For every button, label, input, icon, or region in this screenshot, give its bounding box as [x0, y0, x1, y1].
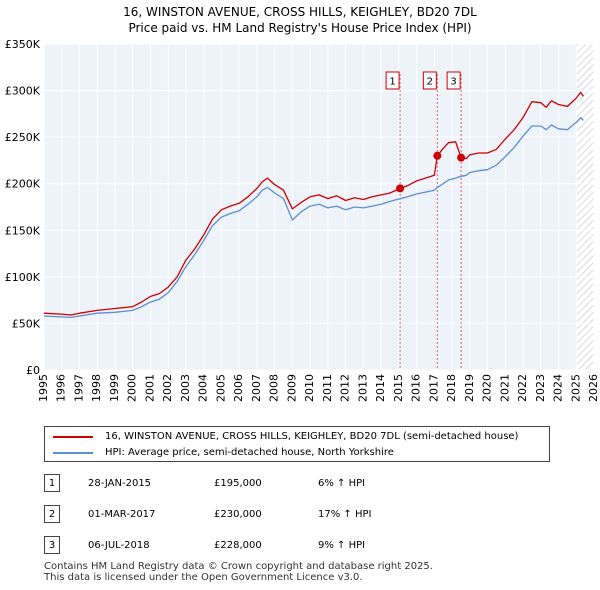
legend-item-property: 16, WINSTON AVENUE, CROSS HILLS, KEIGHLE… — [53, 429, 518, 445]
x-tick-label: 2013 — [356, 374, 369, 402]
legend-label-hpi: HPI: Average price, semi-detached house,… — [105, 447, 394, 458]
x-tick-label: 1995 — [37, 374, 50, 402]
property-price-line — [43, 91, 584, 316]
x-tick-label: 2021 — [498, 374, 511, 402]
sale-label: 1 — [389, 77, 395, 88]
x-tick-label: 2020 — [481, 374, 494, 402]
sale-label: 3 — [450, 77, 456, 88]
x-tick-label: 2000 — [126, 374, 139, 402]
y-tick-label: £300K — [5, 85, 41, 98]
x-tick-label: 2016 — [410, 374, 423, 402]
x-tick-label: 2012 — [339, 374, 352, 402]
transaction-row: 2 01-MAR-2017 £230,000 17% ↑ HPI — [0, 505, 600, 525]
transaction-number: 2 — [44, 505, 60, 523]
transaction-price: £230,000 — [214, 509, 262, 520]
transaction-hpi-diff: 9% ↑ HPI — [318, 540, 366, 551]
plot-area — [44, 44, 594, 370]
y-tick-label: £100K — [5, 271, 41, 284]
x-tick-label: 2001 — [143, 374, 156, 402]
sale-label: 2 — [427, 77, 433, 88]
x-tick-label: 1996 — [55, 374, 68, 402]
x-tick-label: 2002 — [161, 374, 174, 402]
price-chart: 1 2 3 £0 £50K £100K £150K £200K £250K £300K £350K 1… — [5, 38, 600, 402]
footer: Contains HM Land Registry data © Crown c… — [44, 561, 433, 583]
x-tick-label: 2015 — [392, 374, 405, 402]
transaction-number: 1 — [44, 474, 60, 492]
x-tick-label: 2007 — [250, 374, 263, 402]
x-tick-label: 2003 — [179, 374, 192, 402]
x-tick-label: 2004 — [197, 374, 210, 402]
sale-label-box — [446, 71, 461, 90]
transaction-row: 3 06-JUL-2018 £228,000 9% ↑ HPI — [0, 536, 600, 556]
x-tick-label: 2018 — [445, 374, 458, 402]
x-tick-label: 2006 — [232, 374, 245, 402]
x-tick-label: 2019 — [463, 374, 476, 402]
x-tick-label: 2005 — [214, 374, 227, 402]
x-tick-label: 2023 — [534, 374, 547, 402]
transaction-price: £195,000 — [214, 478, 262, 489]
transaction-date: 28-JAN-2015 — [88, 478, 152, 489]
y-tick-label: £150K — [5, 224, 41, 237]
sale-point — [396, 184, 405, 193]
x-tick-label: 2014 — [374, 374, 387, 402]
sale-point — [457, 153, 466, 162]
legend-item-hpi: HPI: Average price, semi-detached house,… — [53, 445, 394, 461]
x-tick-label: 2011 — [321, 374, 334, 402]
chart-title-line1: 16, WINSTON AVENUE, CROSS HILLS, KEIGHLE… — [123, 5, 477, 19]
sale-label-box — [385, 71, 400, 90]
legend-swatch-hpi — [53, 452, 93, 454]
hpi-line — [43, 116, 584, 319]
transaction-row: 1 28-JAN-2015 £195,000 6% ↑ HPI — [0, 474, 600, 494]
x-tick-label: 2026 — [587, 374, 600, 402]
x-tick-label: 1999 — [108, 374, 121, 402]
sale-point — [433, 151, 442, 160]
legend-label-property: 16, WINSTON AVENUE, CROSS HILLS, KEIGHLE… — [105, 431, 519, 442]
x-tick-label: 2008 — [268, 374, 281, 402]
y-tick-label: £50K — [12, 317, 41, 330]
chart-title-line2: Price paid vs. HM Land Registry's House … — [128, 21, 472, 35]
footer-license: This data is licensed under the Open Gov… — [44, 572, 363, 583]
x-tick-label: 2009 — [285, 374, 298, 402]
transaction-hpi-diff: 6% ↑ HPI — [318, 478, 366, 489]
forecast-region — [576, 44, 594, 370]
chart-title: 16, WINSTON AVENUE, CROSS HILLS, KEIGHLE… — [0, 4, 600, 36]
y-tick-label: £250K — [5, 131, 41, 144]
sale-label-box — [422, 71, 437, 90]
x-tick-label: 2025 — [569, 374, 582, 402]
x-tick-label: 2024 — [552, 374, 565, 402]
x-tick-label: 1998 — [90, 374, 103, 402]
transaction-number: 3 — [44, 536, 60, 554]
y-tick-label: £0 — [26, 364, 40, 377]
transaction-date: 06-JUL-2018 — [88, 540, 150, 551]
x-tick-label: 1997 — [72, 374, 85, 402]
transaction-date: 01-MAR-2017 — [88, 509, 156, 520]
x-tick-label: 2022 — [516, 374, 529, 402]
transaction-price: £228,000 — [214, 540, 262, 551]
footer-copyright: Contains HM Land Registry data © Crown c… — [44, 561, 433, 572]
y-tick-label: £200K — [5, 178, 41, 191]
transaction-hpi-diff: 17% ↑ HPI — [318, 509, 372, 520]
y-tick-label: £350K — [5, 38, 41, 51]
x-tick-label: 2010 — [303, 374, 316, 402]
x-tick-label: 2017 — [427, 374, 440, 402]
legend-swatch-property — [53, 436, 93, 438]
chart-legend: 16, WINSTON AVENUE, CROSS HILLS, KEIGHLE… — [44, 426, 550, 462]
